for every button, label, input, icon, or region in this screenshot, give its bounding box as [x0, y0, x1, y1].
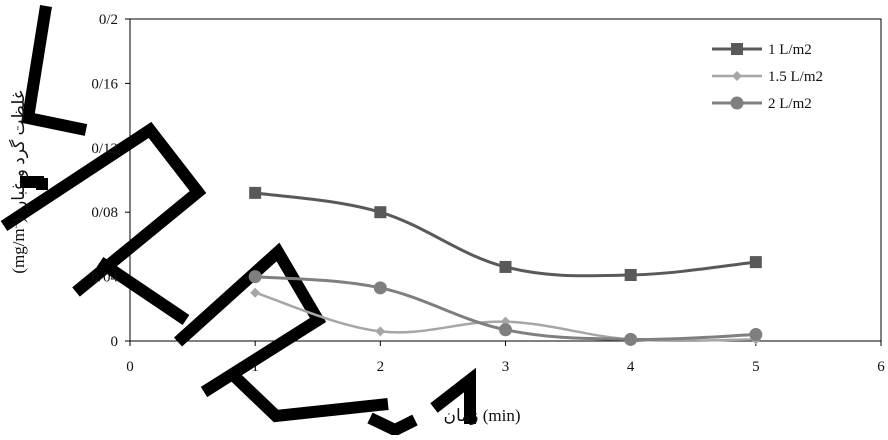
- data-point-marker: [624, 268, 637, 281]
- watermark-stroke: [0, 121, 207, 297]
- y-axis-title-unit: (mg/m: [9, 228, 28, 273]
- legend-label: 1.5 L/m2: [768, 69, 823, 85]
- legend-item: 1 L/m2: [712, 42, 812, 58]
- x-tick-label: 4: [627, 359, 635, 375]
- legend-marker: [730, 96, 744, 110]
- x-tick-label: 6: [877, 359, 885, 375]
- y-tick-label: 0/16: [91, 76, 118, 92]
- data-point-marker: [248, 270, 262, 284]
- x-tick-label: 1: [251, 359, 259, 375]
- y-axis-title-text: غلظت گرد و غبار: [8, 90, 29, 210]
- y-tick-label: 0/12: [91, 141, 118, 157]
- y-axis-title: (mg/m3) غلظت گرد و غبار: [8, 90, 29, 273]
- watermark-stroke: [225, 367, 389, 423]
- y-axis-title-unit-exponent: 3: [8, 222, 20, 228]
- y-tick-label: 0/2: [99, 12, 118, 28]
- x-tick-label: 5: [752, 359, 760, 375]
- data-point-marker: [624, 332, 638, 346]
- watermark-graphic: [0, 5, 476, 437]
- watermark-stroke: [20, 176, 48, 190]
- data-point-marker: [249, 186, 262, 199]
- data-point-marker: [499, 260, 512, 273]
- legend-marker: [731, 43, 743, 55]
- series-layer: [248, 186, 763, 346]
- data-point-marker: [749, 328, 763, 342]
- watermark-stroke: [367, 412, 418, 437]
- svg-text:(mg/m3) غلظت گرد و غبا: (mg/m3) غلظت گرد و غبار: [8, 90, 29, 273]
- legend-label: 2 L/m2: [768, 96, 812, 112]
- legend: 1 L/m2 1.5 L/m2 2 L/m2: [712, 42, 823, 112]
- data-point-marker: [499, 323, 512, 337]
- legend-item: 2 L/m2: [712, 96, 812, 112]
- legend-item: 1.5 L/m2: [712, 69, 823, 85]
- data-point-marker: [749, 256, 762, 269]
- data-point-marker: [375, 326, 386, 337]
- y-tick-label: 0/04: [91, 270, 118, 286]
- watermark-stroke: [173, 242, 327, 398]
- watermark-stroke: [21, 5, 88, 136]
- x-axis-title: زمان (min): [443, 406, 520, 426]
- watermark-stroke: [430, 367, 476, 424]
- series-3: [248, 270, 763, 346]
- y-tick-label: 0: [111, 334, 119, 350]
- y-axis-ticks: 0 0/04 0/08 0/12 0/16 0/2: [91, 12, 130, 350]
- x-tick-label: 0: [126, 359, 134, 375]
- data-point-marker: [250, 287, 261, 298]
- data-point-marker: [373, 281, 387, 295]
- y-tick-label: 0/08: [91, 205, 118, 221]
- plot-frame: [129, 18, 882, 342]
- series-1: [249, 186, 762, 281]
- x-tick-label: 3: [502, 359, 510, 375]
- watermark-stroke: [96, 257, 190, 325]
- legend-marker: [732, 71, 742, 81]
- data-point-marker: [374, 206, 387, 219]
- legend-label: 1 L/m2: [768, 42, 812, 58]
- y-axis-title-unit-close: ): [9, 217, 28, 223]
- x-tick-label: 2: [377, 359, 385, 375]
